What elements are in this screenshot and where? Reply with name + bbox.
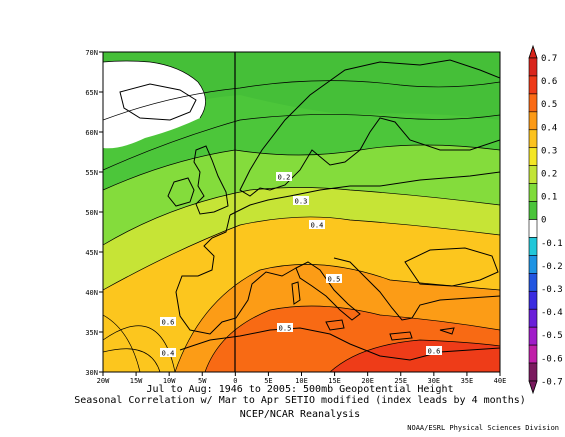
colorbar-bottom-arrow (528, 380, 538, 395)
colorbar-swatch (528, 183, 538, 202)
colorbar: 0.7 0.6 0.5 0.4 0.3 0.2 0.1 0 -0.1 -0.2 -0.3 -0.4 -0… (528, 44, 563, 395)
contour-label-box (309, 220, 325, 229)
colorbar-swatch (528, 201, 538, 220)
lon-tick-label: 10E (295, 377, 308, 385)
latitude-ticks: 30N 35N 40N 45N 50N 55N 60N 65N 70N (85, 49, 103, 377)
colorbar-top-arrow (528, 44, 538, 59)
lon-tick-label: 40E (494, 377, 507, 385)
contour-label-box (160, 348, 176, 357)
lon-tick-label: 35E (461, 377, 474, 385)
contour-label-box (277, 323, 293, 332)
contour-label: 0.6 (428, 348, 441, 356)
colorbar-swatch (528, 75, 538, 95)
colorbar-label: 0.7 (541, 54, 557, 64)
colorbar-swatch (528, 308, 538, 328)
colorbar-swatch (528, 255, 538, 274)
colorbar-swatch (528, 93, 538, 113)
lat-tick-label: 35N (85, 329, 98, 337)
contour-label: 0.5 (328, 276, 341, 284)
colorbar-label: 0.5 (541, 100, 557, 110)
contour-lines (103, 80, 500, 372)
colorbar-swatch (528, 147, 538, 166)
contour-label-box (293, 196, 309, 205)
colorbar-swatch (528, 326, 538, 346)
colorbar-label: -0.2 (541, 262, 563, 272)
colorbar-label: -0.4 (541, 308, 563, 318)
contour-label-box (276, 172, 292, 181)
caption-line-3: NCEP/NCAR Reanalysis (239, 409, 361, 420)
colorbar-swatch (528, 362, 538, 382)
lon-tick-label: 30E (428, 377, 441, 385)
lon-tick-label: 15E (328, 377, 341, 385)
lat-tick-label: 60N (85, 129, 98, 137)
contour-label-box (160, 317, 176, 326)
credit-text: NOAA/ESRL Physical Sciences Division (407, 424, 559, 432)
correlation-field (103, 52, 500, 372)
colorbar-label: 0.2 (541, 170, 557, 180)
lon-tick-label: 0 (233, 377, 237, 385)
contour-label: 0.4 (311, 222, 324, 230)
colorbar-label: 0.6 (541, 77, 557, 87)
lat-tick-label: 55N (85, 169, 98, 177)
lat-tick-label: 45N (85, 249, 98, 257)
contour-label-box (426, 346, 442, 355)
lon-tick-label: 5W (198, 377, 207, 385)
lat-tick-label: 65N (85, 89, 98, 97)
caption-line-1: Jul to Aug: 1946 to 2005: 500mb Geopoten… (146, 384, 454, 395)
lon-tick-label: 25E (394, 377, 407, 385)
colorbar-label: -0.7 (541, 377, 563, 387)
lat-tick-label: 40N (85, 289, 98, 297)
coastlines (119, 59, 500, 361)
contour-label-box (326, 274, 342, 283)
lon-tick-label: 20E (361, 377, 374, 385)
lon-tick-label: 20W (97, 377, 110, 385)
colorbar-label: 0.4 (541, 123, 557, 133)
lat-tick-label: 30N (85, 369, 98, 377)
colorbar-label: 0 (541, 216, 546, 226)
colorbar-swatch (528, 129, 538, 149)
colorbar-swatch (528, 165, 538, 184)
colorbar-label: -0.5 (541, 331, 563, 341)
caption-line-2: Seasonal Correlation w/ Mar to Apr SETIO… (74, 395, 526, 406)
colorbar-swatch (528, 219, 538, 238)
colorbar-label: -0.6 (541, 354, 563, 364)
colorbar-label: -0.1 (541, 239, 563, 249)
lon-tick-label: 15W (130, 377, 143, 385)
colorbar-swatch (528, 344, 538, 364)
lon-tick-label: 5E (264, 377, 272, 385)
contour-label: 0.2 (278, 174, 291, 182)
colorbar-label: -0.3 (541, 285, 563, 295)
contour-labels: 0.2 0.3 0.4 0.5 0.6 0.4 0.5 0.6 (160, 172, 442, 358)
colorbar-swatch (528, 111, 538, 131)
colorbar-swatch (528, 273, 538, 292)
contour-label: 0.3 (295, 198, 308, 206)
colorbar-label: 0.1 (541, 193, 557, 203)
lat-tick-label: 50N (85, 209, 98, 217)
lat-tick-label: 70N (85, 49, 98, 57)
lon-tick-label: 10W (163, 377, 176, 385)
contour-label: 0.5 (279, 325, 292, 333)
contour-label: 0.6 (162, 319, 175, 327)
contour-label: 0.4 (162, 350, 175, 358)
colorbar-swatch (528, 290, 538, 310)
colorbar-swatch (528, 237, 538, 256)
colorbar-label: 0.3 (541, 146, 557, 156)
longitude-ticks: 20W 15W 10W 5W 0 5E 10E 15E 20E 25E 30E 35E 40E (97, 372, 507, 385)
colorbar-swatch (528, 57, 538, 77)
